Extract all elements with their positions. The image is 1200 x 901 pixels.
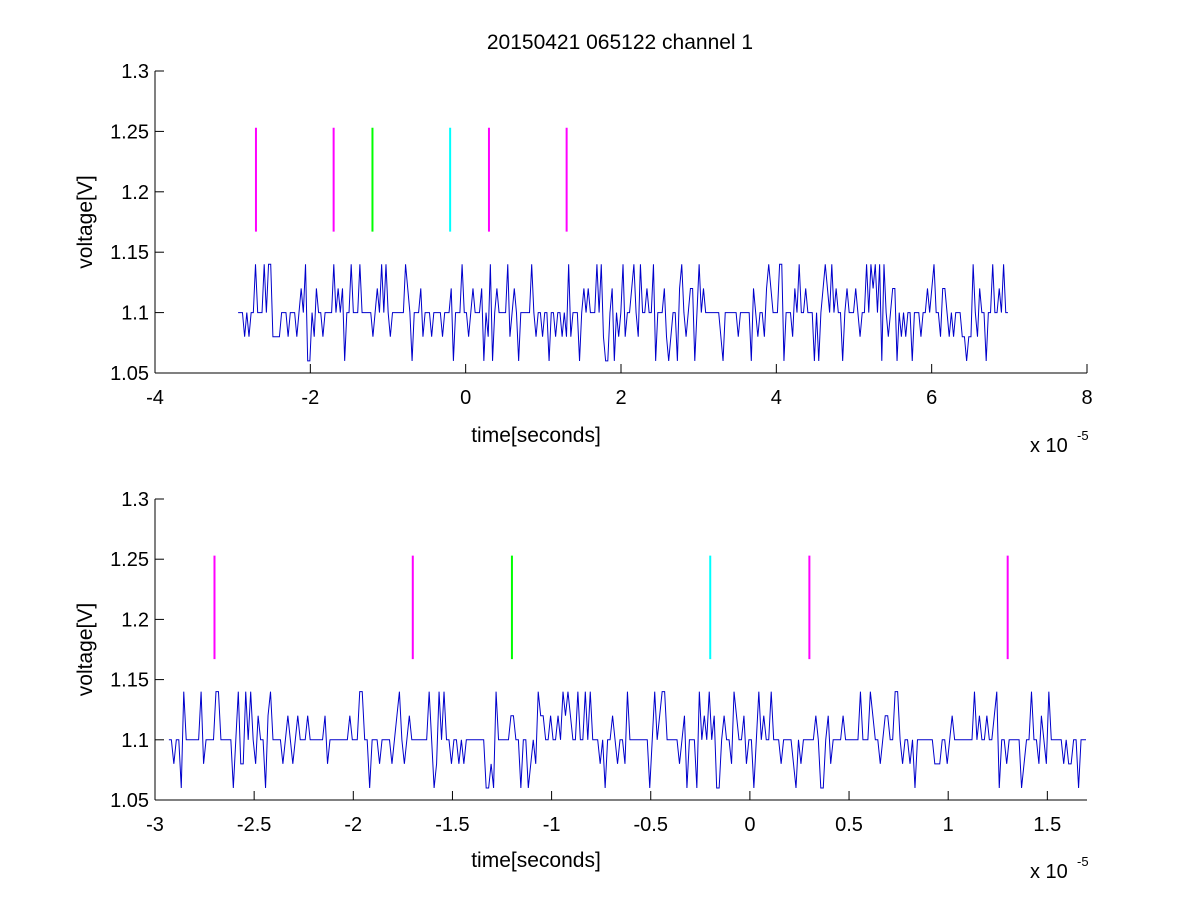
y-tick-label: 1.2 [121,182,149,204]
bottom-axes: 1.05 1.1 1.15 1.2 1.25 1.3 -3 -2.5 -2 -1.5 -1 -0.5 0… [74,489,1089,883]
x-tick-label: -3 [146,814,164,836]
x-tick-label: 4 [771,387,782,409]
x-tick-label: -2.5 [237,814,271,836]
x-tick-label: 0 [744,814,755,836]
x-tick-label: 1 [943,814,954,836]
y-tick-label: 1.2 [121,609,149,631]
x-exponent-power: -5 [1077,428,1089,443]
y-tick-label: 1.3 [121,61,149,83]
x-tick-label: 6 [926,387,937,409]
y-tick-label: 1.1 [121,303,149,325]
x-axis-label: time[seconds] [471,424,601,447]
x-tick-label: -2 [344,814,362,836]
x-tick-label: 2 [615,387,626,409]
y-axis-label: voltage[V] [74,175,97,268]
x-tick-label: 1.5 [1033,814,1061,836]
signal-series-line [238,263,1008,362]
y-tick-label: 1.15 [110,670,149,692]
x-tick-label: -1 [543,814,561,836]
chart-title: 20150421 065122 channel 1 [487,31,753,54]
x-exponent-multiplier: x 10 [1030,435,1068,457]
x-exponent-power: -5 [1077,854,1089,869]
y-tick-label: 1.25 [110,549,149,571]
x-axis-label: time[seconds] [471,849,601,872]
y-tick-label: 1.1 [121,730,149,752]
y-axis-label: voltage[V] [74,603,97,696]
y-tick-label: 1.25 [110,121,149,143]
y-tick-label: 1.15 [110,242,149,264]
x-exponent-multiplier: x 10 [1030,861,1068,883]
top-axes: 1.05 1.1 1.15 1.2 1.25 1.3 -4 -2 0 2 4 6 8 time[secon… [74,61,1093,457]
x-tick-label: -4 [146,387,164,409]
y-tick-label: 1.05 [110,363,149,385]
x-tick-label: -1.5 [435,814,469,836]
x-tick-label: 0 [460,387,471,409]
y-tick-label: 1.05 [110,790,149,812]
signal-series-line [168,691,1087,789]
y-tick-label: 1.3 [121,489,149,511]
x-tick-label: -0.5 [634,814,668,836]
x-tick-label: 0.5 [835,814,863,836]
x-tick-label: 8 [1081,387,1092,409]
x-tick-label: -2 [301,387,319,409]
